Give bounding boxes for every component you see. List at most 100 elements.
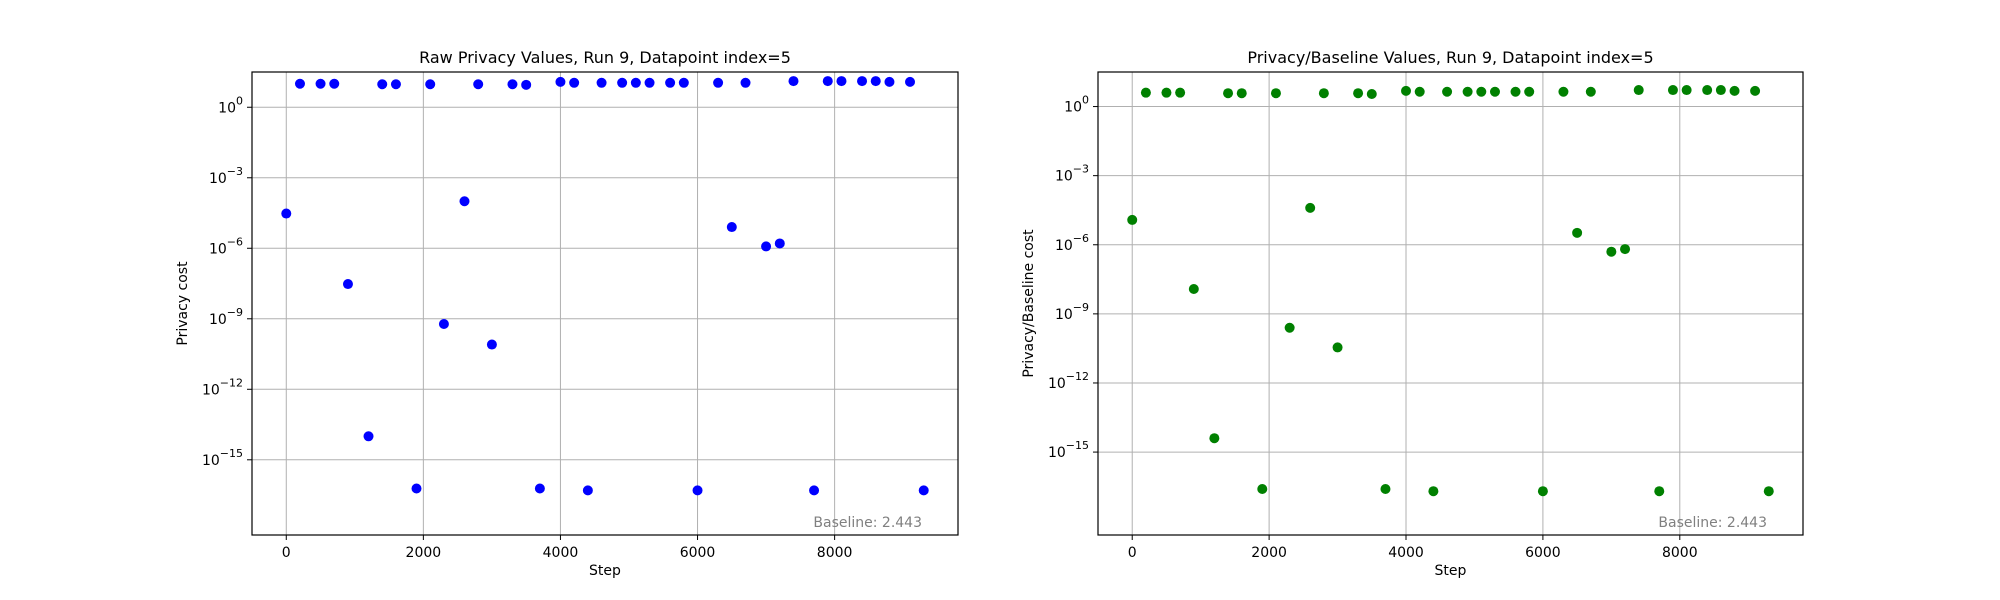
x-tick-label: 6000 [680,545,716,561]
data-point [918,485,929,496]
data-point [1332,342,1343,353]
y-tick-label: 10−15 [1048,439,1089,461]
y-tick-label: 10−12 [1048,370,1089,392]
x-tick-label: 0 [1128,545,1137,561]
data-point [1489,86,1500,97]
data-point [1763,486,1774,497]
data-point [534,483,545,494]
x-axis-label: Step [589,563,621,579]
y-tick-label: 10−6 [1055,232,1089,254]
data-point [1414,86,1425,97]
chart-title: Raw Privacy Values, Run 9, Datapoint ind… [419,48,791,67]
data-point [1236,88,1247,99]
data-point [713,77,724,88]
data-point [1681,85,1692,96]
data-point [1284,322,1295,333]
data-point [870,76,881,87]
data-point [1353,88,1364,99]
data-point [1175,87,1186,98]
data-point [363,431,374,442]
data-point [1161,87,1172,98]
data-point [1380,483,1391,494]
data-point [1750,85,1761,96]
data-point [905,76,916,87]
data-point [665,77,676,88]
data-point [1401,85,1412,96]
plot-frame [1097,71,1804,536]
data-point [1667,85,1678,96]
data-point [857,76,868,87]
chart-panel-1: 0 2000 4000 6000 8000 100 10−3 10−6 10−9 10−12 10−… [175,48,959,579]
x-axis-label: Step [1435,563,1467,579]
data-point [1127,214,1138,225]
data-point [390,79,401,90]
x-tick-label: 2000 [406,545,442,561]
data-point [809,485,820,496]
data-point [1572,227,1583,238]
y-axis-label: Privacy/Baseline cost [1021,229,1037,378]
y-tick-label: 100 [218,94,243,116]
data-point [1257,483,1268,494]
data-point [294,78,305,89]
data-point [473,79,484,90]
x-tick-label: 4000 [543,545,579,561]
y-tick-label: 10−3 [1055,163,1089,185]
data-point [425,79,436,90]
data-point [1305,202,1316,213]
data-point [1188,284,1199,295]
data-point [569,77,580,88]
baseline-annotation: Baseline: 2.443 [813,515,922,531]
x-tick-label: 6000 [1525,545,1561,561]
chart-title: Privacy/Baseline Values, Run 9, Datapoin… [1247,48,1653,67]
y-tick-label: 10−6 [209,235,243,257]
data-point [1270,88,1281,99]
data-point [1510,86,1521,97]
y-tick-label: 10−3 [209,165,243,187]
data-point [521,79,532,90]
x-tick-label: 8000 [1662,545,1698,561]
y-tick-label: 10−12 [202,376,243,398]
data-point [329,78,340,89]
baseline-annotation: Baseline: 2.443 [1658,515,1767,531]
data-point [438,318,449,329]
plot-frame [251,71,959,536]
data-point [692,485,703,496]
data-point [1442,86,1453,97]
data-point [644,77,655,88]
y-axis-label: Privacy cost [175,261,191,346]
y-tick-label: 10−15 [202,447,243,469]
x-tick-label: 0 [282,545,291,561]
data-point [740,77,751,88]
data-point [1140,87,1151,98]
chart-panel-2: 0 2000 4000 6000 8000 100 10−3 10−6 10−9 10−12 10−… [1021,48,1804,579]
data-point [678,77,689,88]
data-point [884,76,895,87]
data-point [1462,86,1473,97]
data-point [582,485,593,496]
data-point [459,196,470,207]
data-point [822,76,833,87]
data-point [1729,85,1740,96]
data-point [1715,85,1726,96]
data-point [1620,244,1631,255]
data-point [411,483,422,494]
data-point [342,279,353,290]
data-point [1366,89,1377,100]
data-point [1702,85,1713,96]
data-point [281,208,292,219]
data-point [1537,486,1548,497]
data-point [761,241,772,252]
data-point [836,76,847,87]
data-point [1476,86,1487,97]
data-point [507,79,518,90]
data-point [1633,85,1644,96]
x-tick-label: 8000 [817,545,853,561]
data-point [555,76,566,87]
data-point [1209,433,1220,444]
x-tick-label: 4000 [1388,545,1424,561]
data-point [315,78,326,89]
data-point [630,77,641,88]
data-point [788,76,799,87]
x-tick-label: 2000 [1251,545,1287,561]
